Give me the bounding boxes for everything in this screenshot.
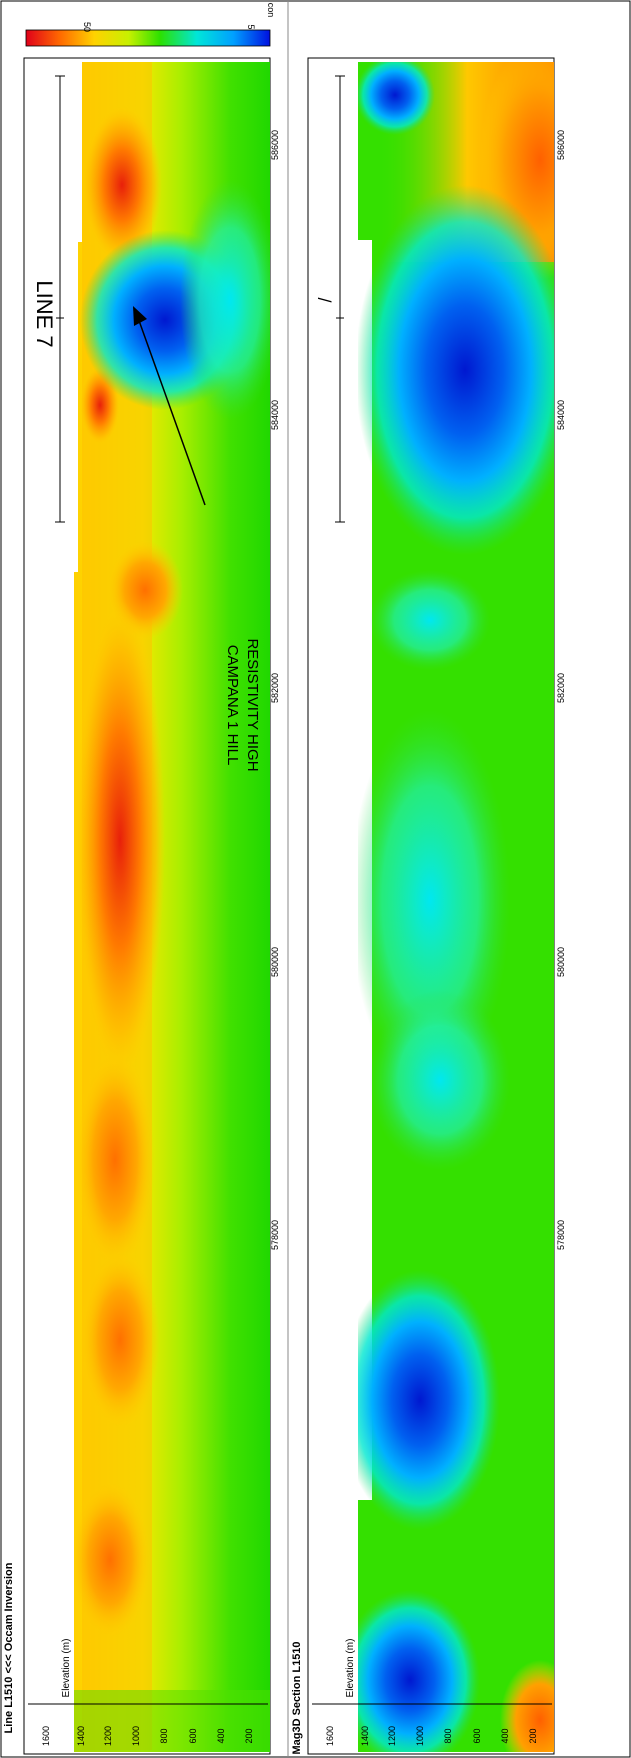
top-ylabel: Elevation (m) — [61, 1639, 72, 1698]
top-ytick-1200: 1200 — [103, 1726, 113, 1746]
top-xtick-580000: 580000 — [270, 947, 280, 977]
bottom-xtick-578000: 578000 — [556, 1220, 566, 1250]
annotation-arrow — [136, 314, 206, 506]
bottom-panel: / Mag3D Section L1510 Elevation (m) 1600… — [291, 57, 566, 1755]
line7-label: LINE 7 — [32, 280, 57, 347]
colorbar-label-50: 50 — [82, 22, 92, 32]
bottom-ytick-1000: 1000 — [415, 1726, 425, 1746]
annotation-line2: RESISTIVITY HIGH — [244, 638, 261, 771]
bottom-line-label: / — [314, 297, 334, 302]
bottom-panel-title: Mag3D Section L1510 — [291, 1641, 303, 1754]
top-ytick-600: 600 — [188, 1728, 198, 1743]
top-panel: LINE 7 CAMPANA 1 HILL RESISTIVITY HIGH L… — [2, 57, 280, 1755]
top-ytick-400: 400 — [216, 1728, 226, 1743]
bottom-xtick-582000: 582000 — [556, 673, 566, 703]
colorbar: 50 5 con — [25, 3, 276, 47]
bottom-xtick-586000: 586000 — [556, 130, 566, 160]
top-resistivity-image — [74, 62, 270, 1752]
top-xtick-578000: 578000 — [270, 1220, 280, 1250]
top-panel-title: Line L1510 <<< Occam Inversion — [3, 1562, 15, 1733]
bottom-mag-image — [358, 62, 554, 1752]
bottom-ytick-400: 400 — [500, 1728, 510, 1743]
top-ytick-800: 800 — [159, 1728, 169, 1743]
top-xtick-582000: 582000 — [270, 673, 280, 703]
arrowhead — [133, 306, 147, 326]
line7-bracket — [55, 75, 65, 523]
top-ytick-1600: 1600 — [41, 1726, 51, 1746]
annotation-line1: CAMPANA 1 HILL — [224, 645, 241, 766]
top-ytick-1400: 1400 — [76, 1726, 86, 1746]
bottom-xtick-580000: 580000 — [556, 947, 566, 977]
top-xtick-584000: 584000 — [270, 400, 280, 430]
colorbar-unit: con — [266, 3, 276, 18]
bottom-line-bracket — [335, 75, 345, 523]
bottom-ytick-1200: 1200 — [387, 1726, 397, 1746]
bottom-ytick-600: 600 — [472, 1728, 482, 1743]
top-ytick-1000: 1000 — [131, 1726, 141, 1746]
bottom-ylabel: Elevation (m) — [345, 1639, 356, 1698]
bottom-ytick-800: 800 — [443, 1728, 453, 1743]
bottom-xtick-584000: 584000 — [556, 400, 566, 430]
bottom-ytick-1400: 1400 — [360, 1726, 370, 1746]
colorbar-label-5: 5 — [246, 24, 256, 29]
bottom-ytick-1600: 1600 — [325, 1726, 335, 1746]
top-xtick-586000: 586000 — [270, 130, 280, 160]
bottom-ytick-200: 200 — [528, 1728, 538, 1743]
top-ytick-200: 200 — [244, 1728, 254, 1743]
